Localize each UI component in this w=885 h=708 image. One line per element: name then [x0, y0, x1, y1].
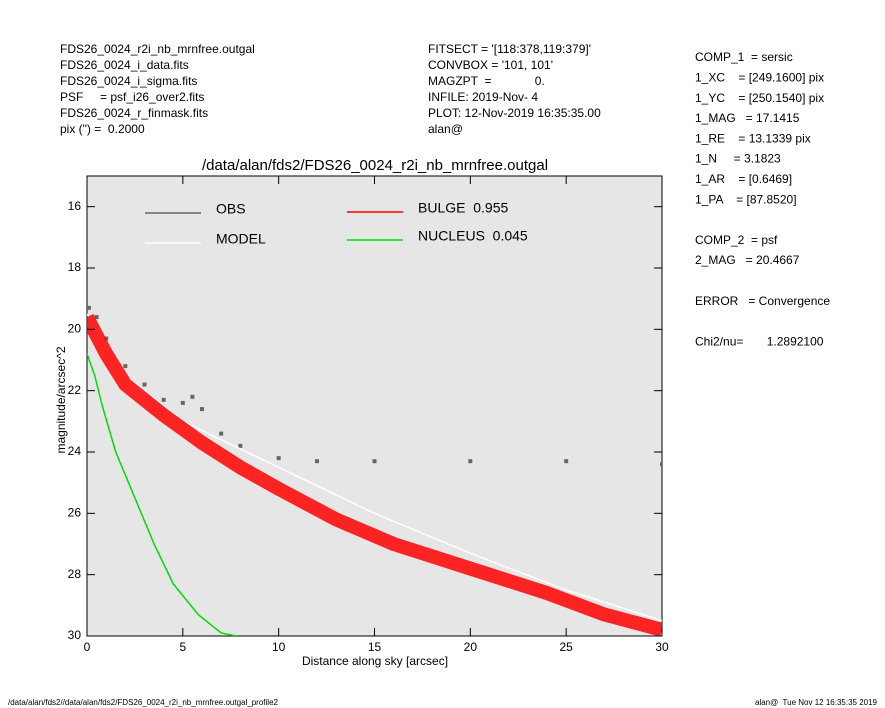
info-left: FDS26_0024_i_sigma.fits [60, 74, 197, 88]
info-center: FITSECT = '[118:378,119:379]' [428, 42, 591, 56]
x-tick-label: 0 [84, 640, 91, 654]
info-right: 1_MAG = 17.1415 [695, 111, 800, 125]
y-tick-label: 24 [68, 444, 82, 458]
legend-label: OBS [216, 201, 246, 217]
legend-label: NUCLEUS 0.045 [418, 228, 528, 244]
obs-point [87, 305, 91, 310]
obs-point [315, 459, 319, 464]
chart-title: /data/alan/fds2/FDS26_0024_r2i_nb_mrnfre… [202, 157, 548, 174]
x-tick-label: 30 [655, 640, 669, 654]
series-line [87, 313, 662, 636]
obs-point [276, 456, 281, 461]
info-left: PSF = psf_i26_over2.fits [60, 90, 204, 104]
info-center: INFILE: 2019-Nov- 4 [428, 90, 538, 104]
marks [87, 305, 662, 636]
obs-point [142, 382, 147, 387]
obs-point [123, 364, 128, 369]
info-right: ERROR = Convergence [695, 294, 830, 308]
y-tick-label: 30 [68, 628, 82, 642]
legend-label: MODEL [216, 231, 266, 247]
obs-point [372, 459, 377, 464]
obs-point [104, 336, 109, 341]
y-tick-label: 20 [68, 322, 82, 336]
info-center: PLOT: 12-Nov-2019 16:35:35.00 [428, 106, 601, 120]
y-tick-label: 26 [68, 506, 82, 520]
info-left: FDS26_0024_r2i_nb_mrnfree.outgal [60, 42, 255, 56]
obs-point [94, 315, 99, 320]
obs-point [190, 394, 195, 399]
info-right: 1_N = 3.1823 [695, 152, 781, 166]
info-left: FDS26_0024_r_finmask.fits [60, 106, 208, 120]
x-tick-label: 20 [464, 640, 478, 654]
info-right: 2_MAG = 20.4667 [695, 253, 800, 267]
x-tick-label: 10 [272, 640, 286, 654]
info-right: 1_PA = [87.8520] [695, 192, 797, 206]
info-center: CONVBOX = '101, 101' [428, 58, 553, 72]
info-center: MAGZPT = 0. [428, 74, 545, 88]
info-left: FDS26_0024_i_data.fits [60, 58, 189, 72]
y-tick-label: 22 [68, 383, 82, 397]
x-tick-label: 25 [559, 640, 573, 654]
obs-point [660, 462, 662, 467]
x-tick-label: 15 [368, 640, 382, 654]
obs-point [238, 443, 243, 448]
info-right: 1_YC = [250.1540] pix [695, 91, 824, 105]
obs-point [468, 459, 473, 464]
info-left: pix (") = 0.2000 [60, 122, 145, 136]
y-tick-label: 18 [68, 260, 82, 274]
series-line [87, 353, 237, 636]
y-axis-label: magnitude/arcsec^2 [54, 346, 68, 453]
y-tick-label: 28 [68, 567, 82, 581]
footer-right: alan@ Tue Nov 12 16:35:35 2019 [755, 698, 878, 707]
footer-left: /data/alan/fds2//data/alan/fds2/FDS26_00… [8, 698, 279, 707]
info-right: COMP_2 = psf [695, 233, 778, 247]
obs-point [161, 397, 166, 402]
y-tick-label: 16 [68, 199, 82, 213]
info-right: Chi2/nu= 1.2892100 [695, 334, 824, 348]
obs-point [219, 431, 224, 436]
obs-point [564, 459, 569, 464]
info-center: alan@ [428, 122, 463, 136]
obs-point [180, 400, 185, 405]
obs-point [200, 407, 204, 412]
x-axis-label: Distance along sky [arcsec] [302, 654, 448, 668]
info-right: 1_RE = 13.1339 pix [695, 131, 811, 145]
plot-area [86, 175, 663, 637]
info-right: COMP_1 = sersic [695, 50, 793, 64]
info-right: 1_XC = [249.1600] pix [695, 70, 824, 84]
legend-label: BULGE 0.955 [418, 200, 508, 216]
series-line [87, 313, 662, 622]
x-tick-label: 5 [179, 640, 186, 654]
info-right: 1_AR = [0.6469] [695, 172, 792, 186]
